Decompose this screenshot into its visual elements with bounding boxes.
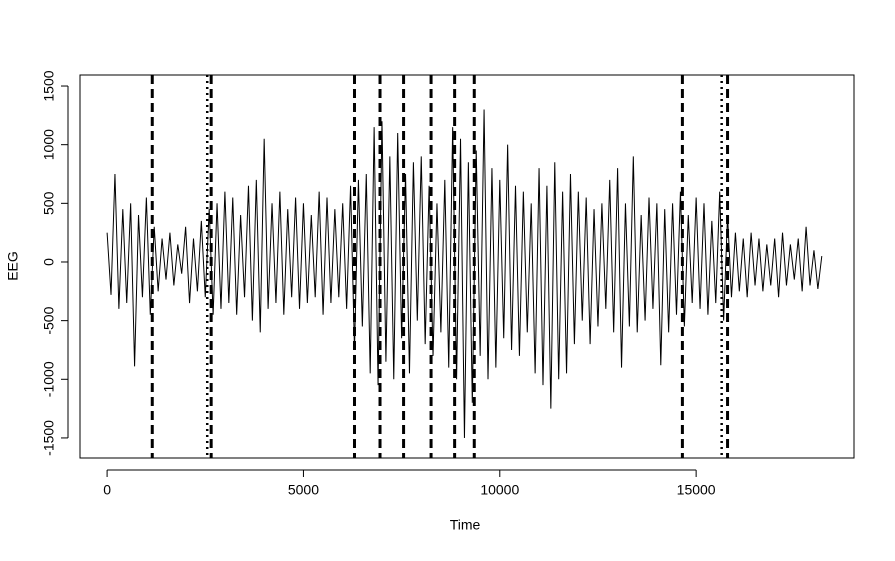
y-axis-label: EEG	[5, 251, 21, 281]
eeg-line	[106, 109, 823, 438]
y-tick-label: -500	[41, 306, 57, 334]
x-tick-label: 15000	[677, 482, 716, 498]
y-tick-label: 1000	[41, 129, 57, 160]
y-tick-label: -1500	[41, 420, 57, 456]
y-tick-label: -1000	[41, 361, 57, 397]
x-tick-label: 10000	[480, 482, 519, 498]
y-tick-label: 500	[41, 191, 57, 215]
plot-frame	[79, 74, 855, 459]
x-axis-label: Time	[450, 517, 481, 533]
y-tick-label: 1500	[41, 70, 57, 101]
x-tick-label: 5000	[288, 482, 319, 498]
x-tick-label: 0	[103, 482, 111, 498]
y-tick-label: 0	[41, 258, 57, 266]
